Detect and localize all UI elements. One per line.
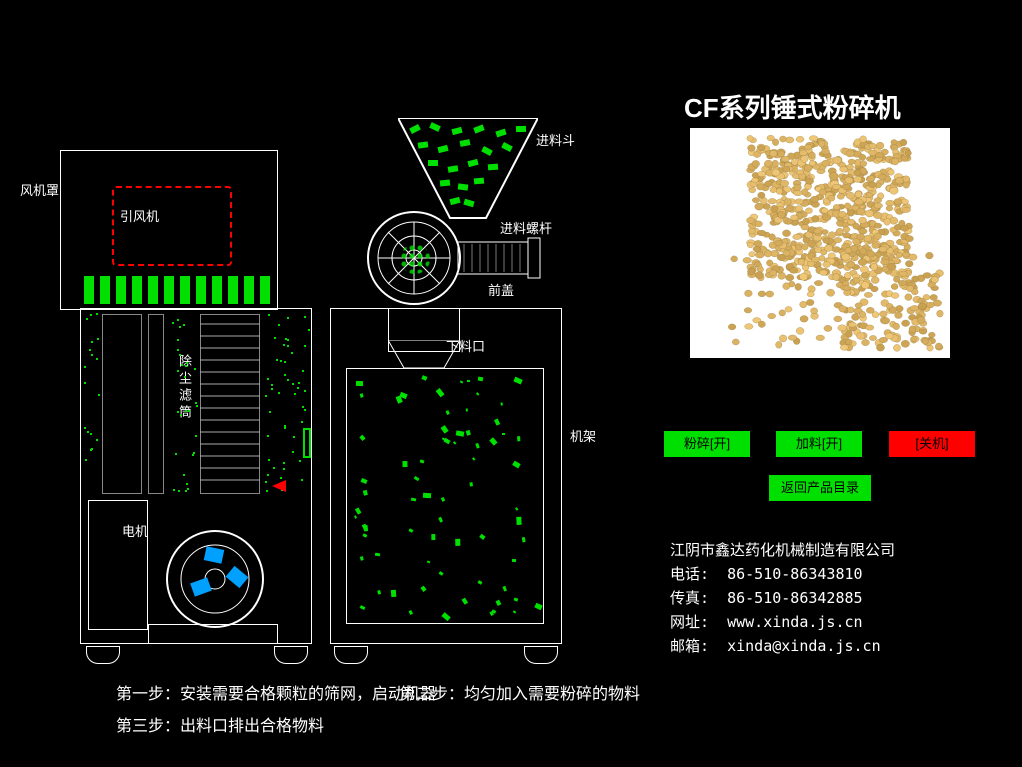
url-value: www.xinda.js.cn xyxy=(727,613,862,631)
product-image xyxy=(690,128,950,358)
email-value: xinda@xinda.js.cn xyxy=(727,637,881,655)
company-name: 江阴市鑫达药化机械制造有限公司 xyxy=(670,538,895,562)
phone-value: 86-510-86343810 xyxy=(727,565,862,583)
fax-label: 传真: xyxy=(670,589,709,607)
contact-info: 江阴市鑫达药化机械制造有限公司 电话: 86-510-86343810 传真: … xyxy=(670,538,895,658)
fan-icon xyxy=(112,186,232,266)
back-button[interactable]: 返回产品目录 xyxy=(768,474,872,502)
crush-on-button[interactable]: 粉碎[开] xyxy=(663,430,751,458)
url-label: 网址: xyxy=(670,613,709,631)
email-label: 邮箱: xyxy=(670,637,709,655)
page-title: CF系列锤式粉碎机 xyxy=(684,88,901,125)
fax-value: 86-510-86342885 xyxy=(727,589,862,607)
shutdown-button[interactable]: [关机] xyxy=(888,430,976,458)
phone-label: 电话: xyxy=(670,565,709,583)
machine-diagram xyxy=(0,0,620,767)
motor-icon xyxy=(160,524,270,634)
feed-on-button[interactable]: 加料[开] xyxy=(775,430,863,458)
arrow-left-icon xyxy=(272,480,286,492)
